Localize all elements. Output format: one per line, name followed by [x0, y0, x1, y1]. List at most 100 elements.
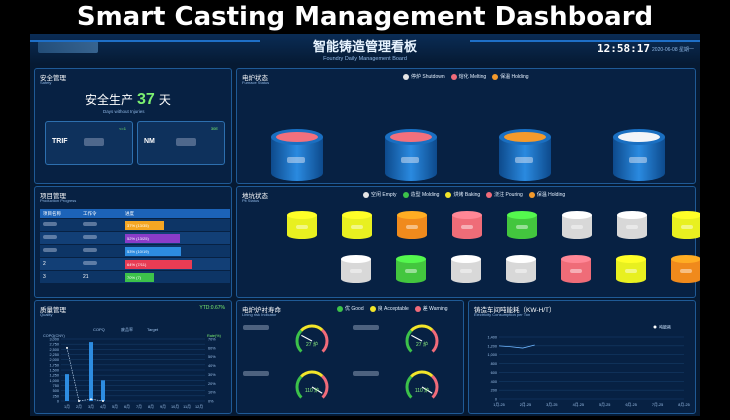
- pit-unit[interactable]: [451, 255, 481, 285]
- pit-top: [452, 211, 482, 219]
- pit-panel: 地坑状态 Pit Status 空闲 Empty 造型 Molding 烘烤 Bak…: [236, 186, 700, 298]
- lining-subtitle: Lining risk Indicator: [242, 312, 277, 317]
- gauge-arc: [405, 375, 413, 399]
- electric-x-tick: 6月-25: [625, 402, 636, 407]
- table-row[interactable]: 53% (10/19): [40, 245, 230, 257]
- pit-body: [617, 215, 647, 239]
- safe-prefix: 安全生产: [85, 93, 134, 107]
- safe-days-display: 安全生产 37 天: [85, 91, 171, 109]
- lining-gauge[interactable]: 110 炉: [397, 367, 447, 403]
- furnace-melt: [276, 132, 318, 142]
- pit-body: [452, 215, 482, 239]
- quality-y-tick: 2,500: [49, 348, 59, 352]
- pit-body: [397, 215, 427, 239]
- quality-y-tick: 2,000: [49, 358, 59, 362]
- quality-y2-tick: 50%: [208, 355, 216, 359]
- blurred-text: [43, 222, 57, 226]
- gauge-furnace-label: [243, 371, 269, 376]
- kpi-trif[interactable]: TRIF <=1: [45, 121, 133, 165]
- cell-project: [40, 235, 83, 241]
- gauge-arc: [410, 370, 434, 378]
- pit-unit[interactable]: [561, 255, 591, 285]
- safe-days-number: 37: [137, 91, 155, 108]
- page-title: 智能铸造管理看板: [312, 39, 417, 54]
- gauge-furnace-label: [353, 371, 379, 376]
- gauge-arc: [300, 370, 324, 378]
- header-divider-right: [470, 40, 700, 42]
- kpi-nm[interactable]: NM 30E: [137, 121, 225, 165]
- pit-unit[interactable]: [617, 211, 647, 241]
- gauge-arc: [321, 328, 329, 353]
- cell-progress: 64% (7/11): [125, 259, 230, 269]
- quality-y-tick: 2,750: [49, 343, 59, 347]
- pit-unit[interactable]: [562, 211, 592, 241]
- quality-bar: [65, 374, 69, 401]
- pit-unit[interactable]: [287, 211, 317, 241]
- pit-top: [617, 211, 647, 219]
- pit-unit[interactable]: [342, 211, 372, 241]
- pit-unit[interactable]: [616, 255, 646, 285]
- electric-y-tick: 800: [491, 362, 497, 366]
- kpi-trif-label: TRIF: [52, 138, 68, 145]
- pit-unit[interactable]: [506, 255, 536, 285]
- pit-title: 地坑状态: [242, 193, 268, 200]
- clock-time: 12:58:17: [597, 42, 650, 55]
- gauge-dial: 27 炉: [295, 324, 329, 353]
- quality-y-tick: 0: [57, 400, 59, 404]
- table-row[interactable]: 2 64% (7/11): [40, 258, 230, 270]
- pit-label: [405, 269, 417, 273]
- production-title: 项目管理: [40, 193, 66, 200]
- quality-x-tick: 12月: [195, 404, 203, 409]
- gauge-arc: [410, 324, 434, 332]
- pit-top: [396, 255, 426, 263]
- furnace-unit[interactable]: [613, 129, 665, 187]
- electric-y-tick: 1,200: [487, 344, 497, 348]
- gauge-needle: [411, 334, 423, 342]
- pit-unit[interactable]: [672, 211, 700, 241]
- furnace-legend-dot-0: [403, 73, 409, 80]
- pit-body: [616, 259, 646, 283]
- lining-gauge[interactable]: 110 炉: [287, 367, 337, 403]
- table-row[interactable]: 37% (13/35): [40, 219, 230, 231]
- pit-unit[interactable]: [396, 255, 426, 285]
- quality-y2-tick: 60%: [208, 346, 216, 350]
- table-row[interactable]: 3 21 70% (7): [40, 271, 230, 283]
- gauge-furnace-label: [243, 325, 269, 330]
- gauge-value: 110 炉: [415, 387, 429, 394]
- pit-top: [561, 255, 591, 263]
- electric-y-tick: 1,000: [487, 353, 497, 357]
- electric-title: 铸造车间吨能耗（KW-H/T）: [474, 307, 556, 314]
- pit-unit[interactable]: [507, 211, 537, 241]
- furnace-unit[interactable]: [385, 129, 437, 187]
- pit-unit[interactable]: [341, 255, 371, 285]
- quality-x-tick: 4月: [100, 404, 106, 409]
- table-row[interactable]: 52% (13/25): [40, 232, 230, 244]
- quality-y-tick: 1,500: [49, 369, 59, 373]
- kpi-nm-value: [176, 138, 196, 146]
- blurred-text: [43, 235, 57, 239]
- pit-top: [562, 211, 592, 219]
- pit-body: [562, 215, 592, 239]
- pit-legend-dot-3: [486, 191, 493, 198]
- safety-subtitle: Safety: [40, 80, 52, 85]
- kpi-trif-target: <=1: [119, 126, 126, 131]
- lining-gauge[interactable]: 27 炉: [397, 321, 447, 357]
- pit-label: [626, 225, 638, 229]
- lining-legend-label-0: 优 Good: [345, 306, 364, 312]
- kpi-trif-value: [84, 138, 104, 146]
- furnace-unit[interactable]: [499, 129, 551, 187]
- quality-rate-point: [78, 400, 80, 402]
- pit-unit[interactable]: [397, 211, 427, 241]
- pit-label: [461, 225, 473, 229]
- pit-unit[interactable]: [671, 255, 700, 285]
- furnace-unit[interactable]: [271, 129, 323, 187]
- pit-label: [460, 269, 472, 273]
- pit-top: [451, 255, 481, 263]
- cell-work-order: [83, 261, 125, 267]
- pit-top: [397, 211, 427, 219]
- safety-title: 安全管理: [40, 75, 66, 82]
- pit-legend-label-1: 造型 Molding: [410, 192, 440, 198]
- lining-gauge[interactable]: 27 炉: [287, 321, 337, 357]
- pit-unit[interactable]: [452, 211, 482, 241]
